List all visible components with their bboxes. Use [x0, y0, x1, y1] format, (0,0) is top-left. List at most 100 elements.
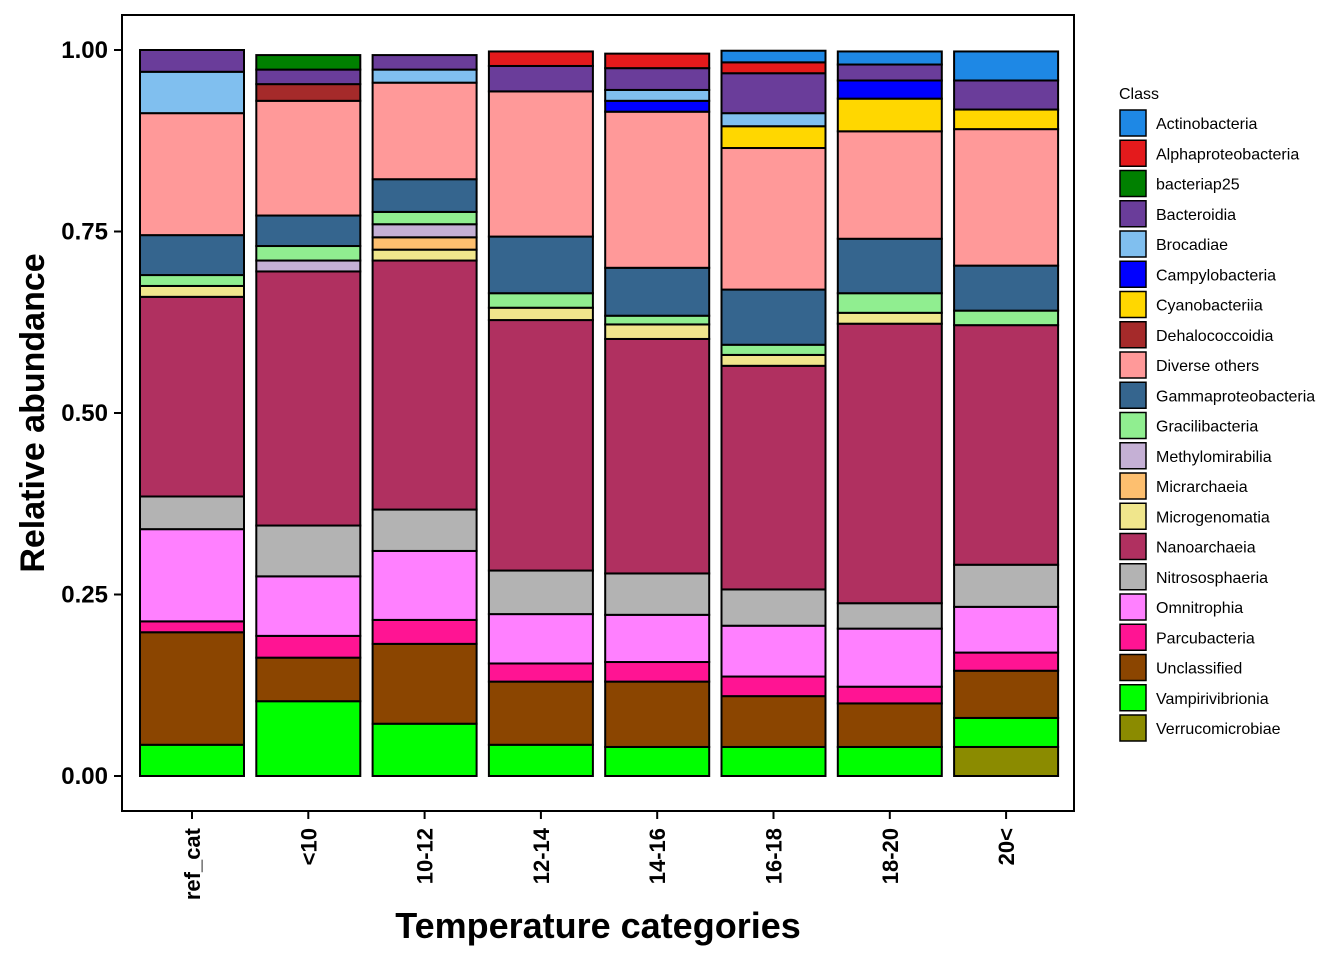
- legend-label: Actinobacteria: [1156, 116, 1257, 133]
- bar-segment-nanoarchaeia: [836, 322, 943, 605]
- bar-segment-nanoarchaeia: [604, 337, 711, 575]
- bar-segment-omnitrophia: [487, 613, 594, 665]
- bar-segment-gammaproteobacteria: [953, 264, 1060, 312]
- bar-segment-dehalococcoidia: [255, 83, 362, 102]
- y-tick-label: 0.25: [61, 582, 108, 609]
- legend-swatch: [1119, 623, 1147, 651]
- bar-segment-methylomirabilia: [255, 259, 362, 273]
- x-tick-label: 16-18: [762, 828, 787, 884]
- legend-label: Gracilibacteria: [1156, 419, 1258, 436]
- legend-label: Cyanobacteriia: [1156, 298, 1263, 315]
- bar-segment-vampirivibrionia: [255, 700, 362, 777]
- legend-label: Unclassified: [1156, 661, 1242, 678]
- y-tick-label: 1.00: [61, 37, 108, 64]
- bar-segment-vampirivibrionia: [487, 743, 594, 777]
- bar-segment-methylomirabilia: [371, 223, 478, 239]
- bar-segment-verrucomicrobiae: [953, 745, 1060, 778]
- bar-segment-parcubacteria: [953, 651, 1060, 672]
- bar-segment-omnitrophia: [371, 549, 478, 621]
- bar-segment-gracilibacteria: [255, 245, 362, 262]
- bar-segment-bacteroidia: [371, 54, 478, 71]
- legend-label: Brocadiae: [1156, 237, 1228, 254]
- bar-segment-nitrososphaeria: [720, 588, 827, 627]
- bar-segment-vampirivibrionia: [953, 716, 1060, 748]
- bar-segment-micrarchaeia: [371, 236, 478, 251]
- bar-segment-nanoarchaeia: [139, 295, 245, 498]
- legend-swatch: [1119, 684, 1147, 712]
- bar-segment-bacteroidia: [487, 64, 594, 93]
- y-tick-label: 0.75: [61, 219, 108, 246]
- bar-segment-cyanobacteriia: [720, 125, 827, 150]
- legend-label: Verrucomicrobiae: [1156, 721, 1281, 738]
- bar-segment-diverse-others: [139, 112, 245, 237]
- legend: Class Actinobacteria Alphaproteobacteria b…: [1119, 86, 1315, 742]
- bar-segment-nanoarchaeia: [371, 259, 478, 511]
- legend-title: Class: [1119, 86, 1159, 103]
- bar-segment-nitrososphaeria: [604, 572, 711, 616]
- legend-swatch: [1119, 563, 1147, 591]
- bar-segment-unclassified: [604, 680, 711, 748]
- bar-segment-microgenomatia: [371, 248, 478, 262]
- legend-swatch: [1119, 290, 1147, 319]
- legend-swatch: [1119, 200, 1147, 228]
- bar-segment-vampirivibrionia: [720, 745, 827, 778]
- bar-segment-gracilibacteria: [836, 292, 943, 314]
- bar-segment-microgenomatia: [487, 306, 594, 322]
- bar-segment-omnitrophia: [255, 575, 362, 637]
- legend-label: Gammaproteobacteria: [1156, 388, 1315, 405]
- bar-segment-bacteroidia: [139, 49, 245, 73]
- legend-swatch: [1119, 532, 1147, 561]
- bar-segment-unclassified: [139, 631, 245, 746]
- bar-segment-nanoarchaeia: [487, 319, 594, 572]
- legend-label: Micrarchaeia: [1156, 479, 1248, 496]
- bar-segment-microgenomatia: [604, 323, 711, 340]
- legend-label: Methylomirabilia: [1156, 449, 1272, 466]
- bar-segment-diverse-others: [371, 81, 478, 181]
- bar-segment-nitrososphaeria: [953, 563, 1060, 608]
- bar-segment-gammaproteobacteria: [720, 288, 827, 346]
- bar-segment-gracilibacteria: [720, 343, 827, 356]
- legend-swatch: [1119, 260, 1147, 288]
- bar-segment-bacteriap25: [255, 54, 362, 71]
- bar-segment-cyanobacteriia: [953, 108, 1060, 131]
- bar-segment-bacteroidia: [836, 63, 943, 82]
- legend-swatch: [1119, 321, 1147, 349]
- bar-segment-brocadiae: [604, 88, 711, 102]
- bar-segment-brocadiae: [720, 112, 827, 128]
- bar-segment-gracilibacteria: [487, 292, 594, 309]
- legend-swatch: [1119, 139, 1147, 167]
- bar-segment-gracilibacteria: [604, 314, 711, 326]
- bar-segment-unclassified: [255, 656, 362, 703]
- bar-segment-nanoarchaeia: [720, 364, 827, 591]
- bar-segment-omnitrophia: [720, 624, 827, 678]
- y-axis-title: Relative abundance: [14, 253, 52, 572]
- bar-segment-omnitrophia: [953, 605, 1060, 654]
- bar-segment-diverse-others: [487, 90, 594, 238]
- bar-segment-microgenomatia: [139, 284, 245, 298]
- bar-segment-diverse-others: [604, 110, 711, 269]
- y-tick-label: 0.00: [61, 763, 108, 790]
- bar-segment-gammaproteobacteria: [604, 266, 711, 317]
- bar-segment-gracilibacteria: [953, 309, 1060, 327]
- bar-segment-gammaproteobacteria: [487, 235, 594, 295]
- bar-segment-campylobacteria: [604, 99, 711, 113]
- bar-segment-nitrososphaeria: [836, 602, 943, 630]
- bar-segment-nitrososphaeria: [139, 495, 245, 531]
- bar-segment-brocadiae: [139, 70, 245, 115]
- x-tick-label: <10: [296, 828, 321, 865]
- x-tick-label: 12-14: [529, 827, 554, 884]
- legend-swatch: [1119, 169, 1147, 198]
- x-axis-title: Temperature categories: [395, 905, 801, 946]
- bar-segment-vampirivibrionia: [371, 722, 478, 778]
- x-tick-label: 20<: [994, 828, 1019, 865]
- bar-segment-alphaproteobacteria: [604, 52, 711, 70]
- x-tick-label: 14-16: [645, 828, 670, 884]
- bar-segment-omnitrophia: [604, 613, 711, 664]
- legend-label: Diverse others: [1156, 358, 1259, 375]
- legend-label: Dehalococcoidia: [1156, 328, 1274, 345]
- bar-segment-diverse-others: [255, 99, 362, 217]
- bar-segment-parcubacteria: [720, 675, 827, 698]
- bar-segment-actinobacteria: [836, 50, 943, 66]
- bars-layer: [139, 49, 1060, 778]
- bar-segment-omnitrophia: [836, 627, 943, 688]
